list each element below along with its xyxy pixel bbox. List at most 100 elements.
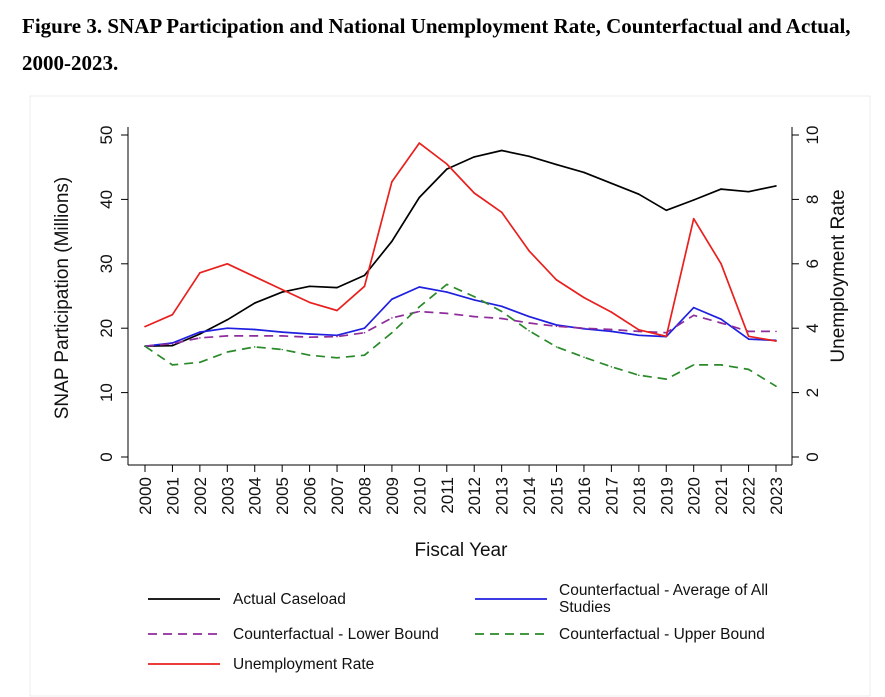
data-point <box>281 288 284 291</box>
data-point <box>363 354 366 357</box>
y2-tick-label: 0 <box>803 452 822 461</box>
data-point <box>281 291 284 293</box>
data-point <box>446 312 448 315</box>
data-point <box>473 295 476 298</box>
data-point <box>638 374 640 377</box>
axis-labels: SNAP Participation (Millions) Unemployme… <box>52 177 849 561</box>
legend-swatches <box>148 598 547 665</box>
data-point <box>308 354 311 357</box>
x-tick-label: 2016 <box>575 477 594 515</box>
data-point <box>500 317 503 320</box>
data-point <box>610 328 613 331</box>
data-point <box>500 211 503 214</box>
data-point <box>747 335 750 338</box>
y-axis-label: SNAP Participation (Millions) <box>52 177 73 420</box>
data-point <box>555 324 558 326</box>
data-point <box>555 163 558 166</box>
data-point <box>171 344 174 347</box>
x-tick-label: 2006 <box>301 477 320 515</box>
x-tick-label: 2007 <box>328 477 347 515</box>
data-point <box>363 331 366 334</box>
data-point <box>775 385 777 388</box>
data-point <box>446 291 448 293</box>
data-point <box>665 378 668 380</box>
data-point <box>199 333 201 335</box>
data-point <box>199 337 201 339</box>
x-tick-label: 2004 <box>246 477 265 515</box>
data-point <box>226 319 229 321</box>
data-point <box>171 364 174 366</box>
data-point <box>199 272 201 274</box>
series-line-0 <box>144 149 777 348</box>
data-point <box>775 185 777 187</box>
data-point <box>610 366 613 368</box>
data-point <box>583 356 585 359</box>
data-point <box>144 325 146 328</box>
data-point <box>199 361 201 364</box>
y-tick-label: 10 <box>97 383 116 402</box>
data-point <box>336 335 338 338</box>
data-point <box>528 330 530 332</box>
data-point <box>418 286 421 288</box>
x-tick-label: 2020 <box>685 477 704 515</box>
axes: 0 10 20 30 40 50 0 2 4 6 8 10 2000 2001 2002 2003 2004 20… <box>97 126 822 515</box>
series-line-3 <box>144 283 777 387</box>
data-point <box>253 335 256 337</box>
data-point <box>446 168 448 170</box>
data-point <box>391 180 393 183</box>
data-point <box>226 327 229 330</box>
data-point <box>336 334 338 337</box>
x-tick-label: 2019 <box>657 477 676 515</box>
data-point <box>363 327 366 330</box>
data-point <box>144 345 146 348</box>
data-point <box>638 193 640 195</box>
x-tick-label: 2018 <box>630 477 649 515</box>
y-tick-label: 50 <box>97 126 116 145</box>
series-line-2 <box>144 310 776 348</box>
data-point <box>226 263 229 265</box>
x-tick-label: 2003 <box>218 477 237 515</box>
x-tick-label: 2013 <box>493 477 512 515</box>
x-tick-label: 2012 <box>465 477 484 515</box>
data-point <box>226 335 229 337</box>
data-point <box>171 313 174 316</box>
y-tick-label: 0 <box>97 452 116 461</box>
figure-region <box>29 95 871 697</box>
data-point <box>583 171 585 174</box>
data-point <box>308 333 311 335</box>
data-point <box>747 368 750 371</box>
data-point <box>747 338 750 340</box>
y2-tick-label: 10 <box>803 126 822 145</box>
x-tick-label: 2014 <box>520 477 539 515</box>
data-point <box>446 163 448 165</box>
data-point <box>720 188 722 190</box>
data-point <box>363 285 366 288</box>
data-point <box>610 182 613 185</box>
x-tick-label: 2005 <box>273 477 292 515</box>
data-point <box>500 305 503 308</box>
x-tick-label: 2000 <box>136 477 155 515</box>
data-point <box>473 315 476 318</box>
data-point <box>720 263 722 265</box>
x-tick-label: 2001 <box>163 477 182 515</box>
y-tick-label: 40 <box>97 190 116 209</box>
data-point <box>500 310 503 313</box>
data-point <box>336 286 338 289</box>
data-point <box>775 330 777 333</box>
data-point <box>418 306 421 308</box>
x-tick-label: 2022 <box>740 477 759 515</box>
x-tick-label: 2011 <box>438 477 457 514</box>
data-point <box>528 155 530 158</box>
data-point <box>692 217 695 220</box>
data-point <box>391 240 393 243</box>
data-point <box>638 329 640 331</box>
data-point <box>308 285 311 288</box>
data-point <box>638 334 640 337</box>
data-point <box>610 311 613 313</box>
data-point <box>336 309 338 312</box>
data-point <box>692 306 695 309</box>
data-point <box>281 348 284 351</box>
data-point <box>281 331 284 333</box>
data-point <box>528 315 530 318</box>
y2-tick-label: 8 <box>803 195 822 204</box>
